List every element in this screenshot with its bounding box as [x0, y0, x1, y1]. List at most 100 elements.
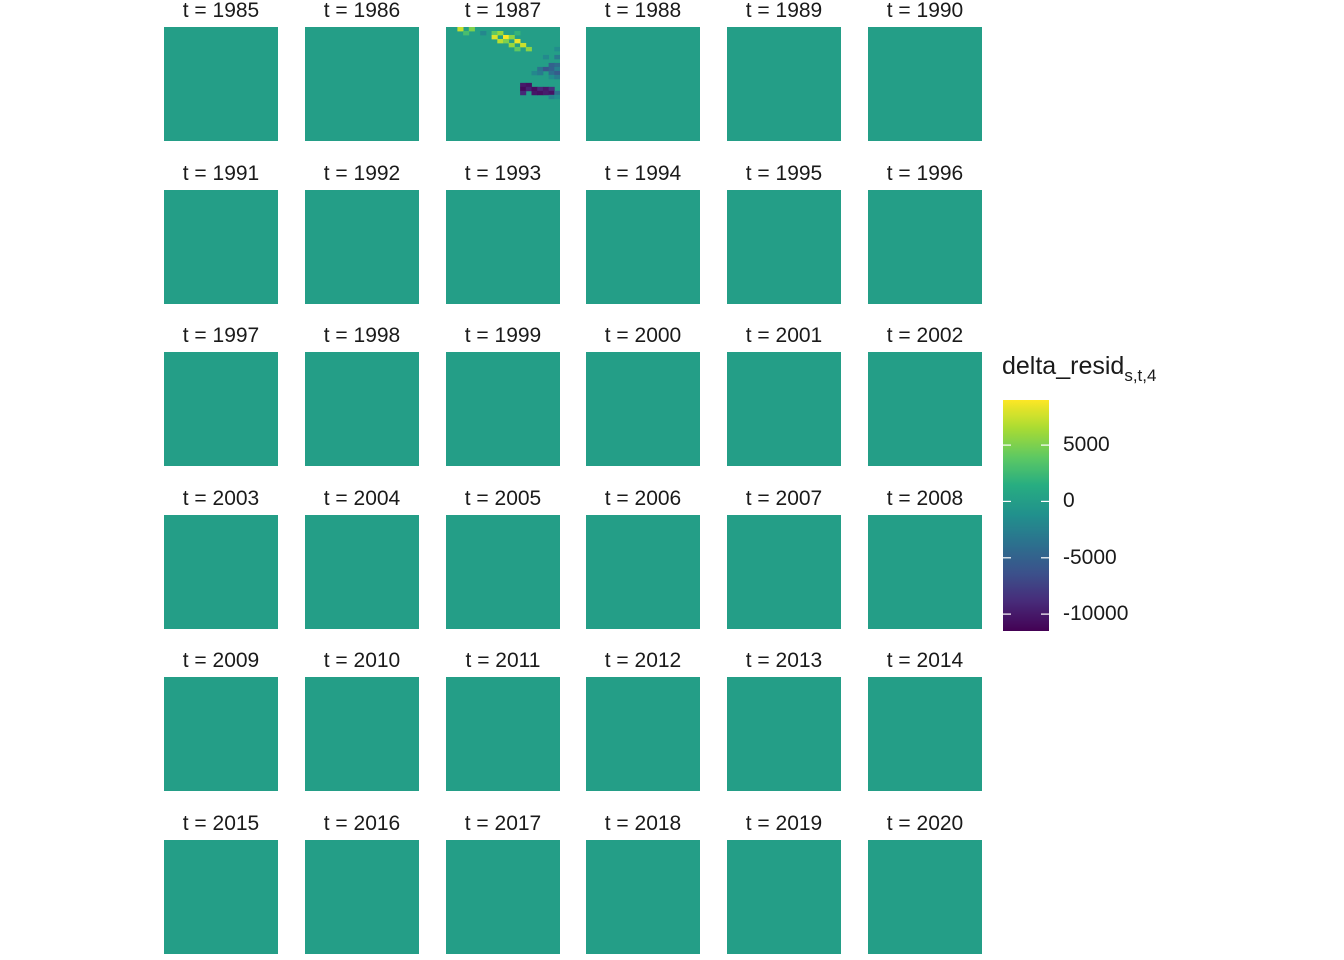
facet-label: t = 1997 [182, 324, 260, 347]
heatmap-background [164, 840, 278, 954]
legend-tick-label: 0 [1063, 489, 1075, 513]
heatmap-cell [548, 62, 555, 68]
heatmap-background [868, 190, 982, 304]
facet-label: t = 1994 [604, 162, 682, 185]
facet-label: t = 2006 [604, 487, 682, 510]
heatmap-background [586, 840, 700, 954]
facet-panel-1998: t = 1998 [305, 324, 419, 466]
heatmap-background [868, 27, 982, 141]
heatmap-cell [491, 34, 498, 40]
facet-panel-1994: t = 1994 [586, 162, 700, 304]
heatmap-cell [542, 86, 549, 92]
heatmap-background [446, 677, 560, 791]
heatmap-background [446, 840, 560, 954]
facet-label: t = 1990 [886, 0, 964, 22]
heatmap-tile [446, 677, 560, 791]
heatmap-cell [514, 46, 521, 52]
heatmap-cell [525, 46, 532, 52]
heatmap-background [305, 515, 419, 629]
facet-label: t = 2010 [323, 649, 401, 672]
facet-label: t = 1988 [604, 0, 682, 22]
heatmap-cell [520, 42, 527, 48]
heatmap-cell [525, 86, 532, 92]
facet-panel-2012: t = 2012 [586, 649, 700, 791]
facet-label: t = 1987 [464, 0, 542, 22]
heatmap-cell [542, 66, 549, 72]
heatmap-background [868, 515, 982, 629]
facet-panel-2001: t = 2001 [727, 324, 841, 466]
heatmap-background [727, 190, 841, 304]
heatmap-cell [491, 30, 498, 36]
heatmap-cell [537, 86, 544, 92]
heatmap-tile [446, 352, 560, 466]
heatmap-tile [727, 27, 841, 141]
heatmap-background [868, 352, 982, 466]
heatmap-tile [586, 677, 700, 791]
heatmap-background [164, 515, 278, 629]
heatmap-background [446, 515, 560, 629]
heatmap-cell [468, 27, 475, 32]
heatmap-tile [305, 677, 419, 791]
heatmap-tile [586, 352, 700, 466]
heatmap-cell [508, 34, 515, 40]
facet-label: t = 2018 [604, 812, 682, 835]
heatmap-tile [305, 27, 419, 141]
facet-panel-1987: t = 1987 [446, 0, 560, 141]
heatmap-background [727, 677, 841, 791]
facet-panel-2006: t = 2006 [586, 487, 700, 629]
heatmap-tile [586, 515, 700, 629]
heatmap-tile [727, 515, 841, 629]
heatmap-cell [525, 82, 532, 88]
facet-label: t = 1991 [182, 162, 260, 185]
colorbar-gradient [1003, 400, 1049, 631]
heatmap-cell [503, 34, 510, 40]
heatmap-tile [164, 352, 278, 466]
heatmap-cell [554, 74, 560, 80]
facet-label: t = 2002 [886, 324, 964, 347]
facet-panel-2003: t = 2003 [164, 487, 278, 629]
facet-panel-2008: t = 2008 [868, 487, 982, 629]
facet-label: t = 2009 [182, 649, 260, 672]
heatmap-background [305, 352, 419, 466]
heatmap-background [727, 515, 841, 629]
heatmap-background [446, 27, 560, 141]
color-legend: delta_resids,t,4 5000 0 -5000 -10000 [1002, 352, 1332, 642]
heatmap-cell [554, 90, 560, 96]
heatmap-cell [542, 54, 549, 60]
heatmap-cell [548, 90, 555, 96]
heatmap-tile [586, 27, 700, 141]
facet-panel-1989: t = 1989 [727, 0, 841, 141]
heatmap-cell [531, 90, 538, 96]
heatmap-tile [868, 27, 982, 141]
heatmap-background [868, 677, 982, 791]
facet-label: t = 2015 [182, 812, 260, 835]
facet-panel-2004: t = 2004 [305, 487, 419, 629]
heatmap-background [446, 352, 560, 466]
heatmap-background [727, 27, 841, 141]
heatmap-cell [537, 90, 544, 96]
facet-label: t = 2016 [323, 812, 401, 835]
facet-panel-2017: t = 2017 [446, 812, 560, 954]
facet-panel-2007: t = 2007 [727, 487, 841, 629]
facet-label: t = 1999 [464, 324, 542, 347]
heatmap-background [727, 352, 841, 466]
facet-panel-2019: t = 2019 [727, 812, 841, 954]
heatmap-tile [164, 27, 278, 141]
legend-title: delta_resids,t,4 [1002, 352, 1156, 386]
heatmap-cell [542, 90, 549, 96]
legend-title-subscript: s,t,4 [1124, 366, 1157, 385]
heatmap-cell [554, 70, 560, 76]
heatmap-tile [868, 840, 982, 954]
heatmap-tile [446, 840, 560, 954]
facet-panel-1990: t = 1990 [868, 0, 982, 141]
heatmap-cell [554, 62, 560, 68]
facet-panel-1991: t = 1991 [164, 162, 278, 304]
facet-label: t = 2007 [745, 487, 823, 510]
facet-panel-1985: t = 1985 [164, 0, 278, 141]
heatmap-cell [548, 66, 555, 72]
facet-panel-2009: t = 2009 [164, 649, 278, 791]
heatmap-tile [586, 840, 700, 954]
heatmap-tile [446, 27, 560, 141]
legend-title-main: delta_resid [1002, 352, 1125, 380]
